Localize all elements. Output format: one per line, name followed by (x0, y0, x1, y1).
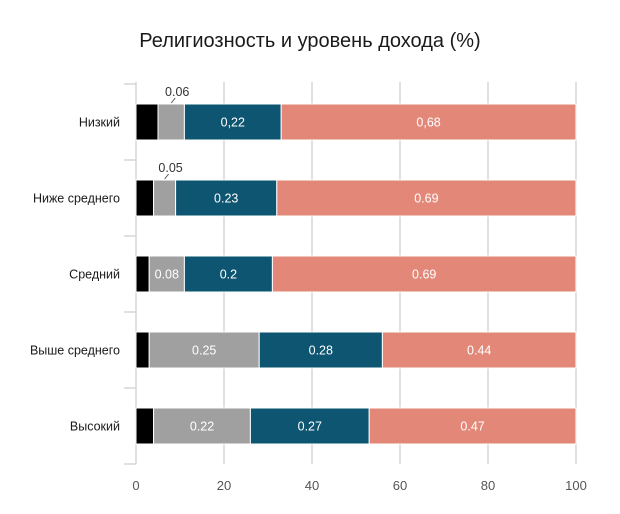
data-label: 0.44 (467, 344, 491, 358)
category-label: Средний (69, 268, 120, 282)
data-label: 0.23 (214, 192, 238, 206)
leader-line (164, 173, 169, 180)
bar-segment (148, 255, 185, 293)
data-label: 0,22 (221, 116, 245, 130)
data-label: 0.69 (412, 268, 436, 282)
category-label: Выше среднего (30, 344, 120, 358)
bar-segment (368, 407, 577, 445)
data-label: 0.69 (414, 192, 438, 206)
bar-segment (135, 331, 150, 369)
bar-segment (135, 179, 155, 217)
data-label: 0.47 (460, 420, 484, 434)
bar-segment (175, 179, 278, 217)
bar-segment (135, 103, 159, 141)
leader-line (170, 97, 176, 104)
x-tick-label: 20 (217, 478, 231, 493)
bar-segment (183, 103, 282, 141)
x-tick-label: 80 (481, 478, 495, 493)
labels: 0 20 40 60 80 100 Низкий 0.06 0,22 0,68 Ниже средн… (30, 85, 587, 493)
bar-segment (153, 407, 251, 445)
bar-segment (381, 331, 577, 369)
chart-title: Религиозность и уровень дохода (%) (139, 30, 481, 52)
category-label: Низкий (79, 116, 120, 130)
bars (135, 103, 577, 445)
x-tick-label: 40 (305, 478, 319, 493)
bar-segment (258, 331, 383, 369)
x-tick-label: 0 (132, 478, 139, 493)
bar-segment (271, 255, 577, 293)
data-label: 0.06 (165, 85, 189, 99)
data-label: 0.2 (220, 268, 237, 282)
category-label: Высокий (70, 420, 120, 434)
bar-segment (135, 255, 150, 293)
data-label: 0.28 (309, 344, 333, 358)
data-label: 0.27 (298, 420, 322, 434)
data-label: 0.05 (158, 161, 182, 175)
bar-segment (157, 103, 185, 141)
bar-segment (276, 179, 577, 217)
category-label: Ниже среднего (33, 192, 120, 206)
data-label: 0,68 (416, 116, 440, 130)
bar-segment (135, 407, 155, 445)
x-tick-label: 100 (565, 478, 587, 493)
data-label: 0.22 (190, 420, 214, 434)
bar-segment (280, 103, 577, 141)
data-label: 0.25 (192, 344, 216, 358)
data-label: 0.08 (155, 268, 179, 282)
bar-segment (153, 179, 177, 217)
x-tick-label: 60 (393, 478, 407, 493)
